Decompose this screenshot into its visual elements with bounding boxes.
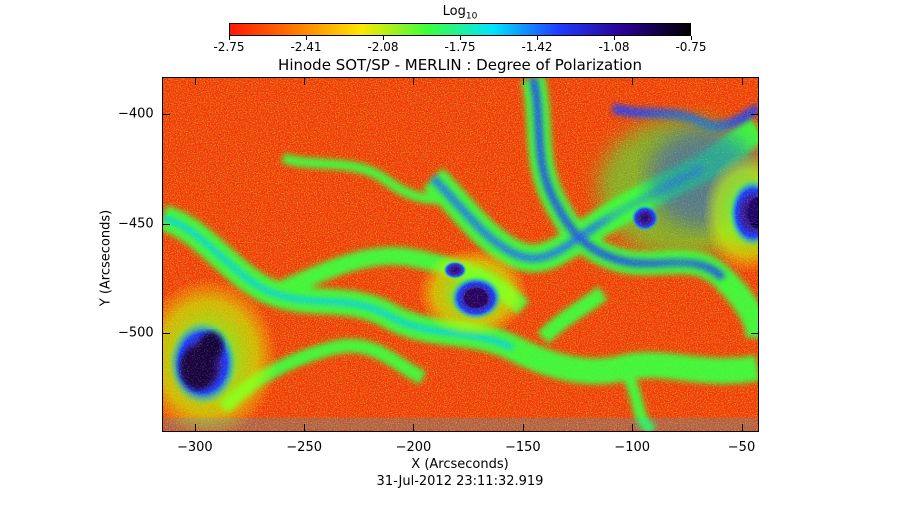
colorbar-tick: [613, 36, 615, 40]
x-tick-label: −300: [176, 440, 213, 455]
colorbar-tick: [536, 36, 538, 40]
x-tick: [304, 424, 305, 431]
x-tick-label: −100: [614, 440, 651, 455]
x-tick: [304, 78, 305, 85]
colorbar-tick-label: -2.75: [213, 40, 245, 54]
colorbar-tick: [459, 36, 461, 40]
x-tick-label: −250: [286, 440, 322, 455]
x-tick-label: −50: [727, 440, 756, 455]
y-axis-label: Y (Arcseconds): [98, 209, 114, 307]
x-tick-label: −200: [395, 440, 432, 455]
y-tick-label: −500: [118, 325, 154, 341]
x-axis-label: X (Arcseconds): [411, 457, 509, 472]
x-tick: [523, 424, 524, 431]
colorbar-tick-label: -1.75: [444, 40, 476, 54]
y-tick: [163, 224, 170, 225]
colorbar-tick-label: -2.41: [290, 40, 322, 54]
x-tick: [413, 78, 414, 85]
y-tick-label: −400: [118, 106, 154, 122]
colorbar-tick: [382, 36, 384, 40]
colorbar-tick-label: -0.75: [675, 40, 707, 54]
colorbar-tick: [305, 36, 307, 40]
x-tick: [195, 424, 196, 431]
colorbar-title: Log10: [442, 4, 478, 22]
colorbar-tick: [690, 36, 692, 40]
timestamp: 31-Jul-2012 23:11:32.919: [376, 474, 544, 489]
x-tick-label: −150: [504, 440, 541, 455]
y-tick: [751, 114, 758, 115]
map-image: [163, 78, 758, 431]
colorbar-tick-label: -2.08: [367, 40, 399, 54]
colorbar-tick-label: -1.08: [598, 40, 630, 54]
polarization-map: [162, 77, 759, 432]
y-tick-label: −450: [118, 216, 154, 232]
colorbar-tick-label: -1.42: [521, 40, 553, 54]
colorbar: [229, 23, 691, 36]
x-tick: [632, 424, 633, 431]
x-tick: [742, 424, 743, 431]
plot-title: Hinode SOT/SP - MERLIN : Degree of Polar…: [278, 56, 642, 74]
y-tick: [751, 333, 758, 334]
x-tick: [632, 78, 633, 85]
x-tick: [523, 78, 524, 85]
colorbar-tick: [228, 36, 230, 40]
x-tick: [195, 78, 196, 85]
y-tick: [163, 114, 170, 115]
y-tick: [163, 333, 170, 334]
x-tick: [742, 78, 743, 85]
y-tick: [751, 224, 758, 225]
x-tick: [413, 424, 414, 431]
